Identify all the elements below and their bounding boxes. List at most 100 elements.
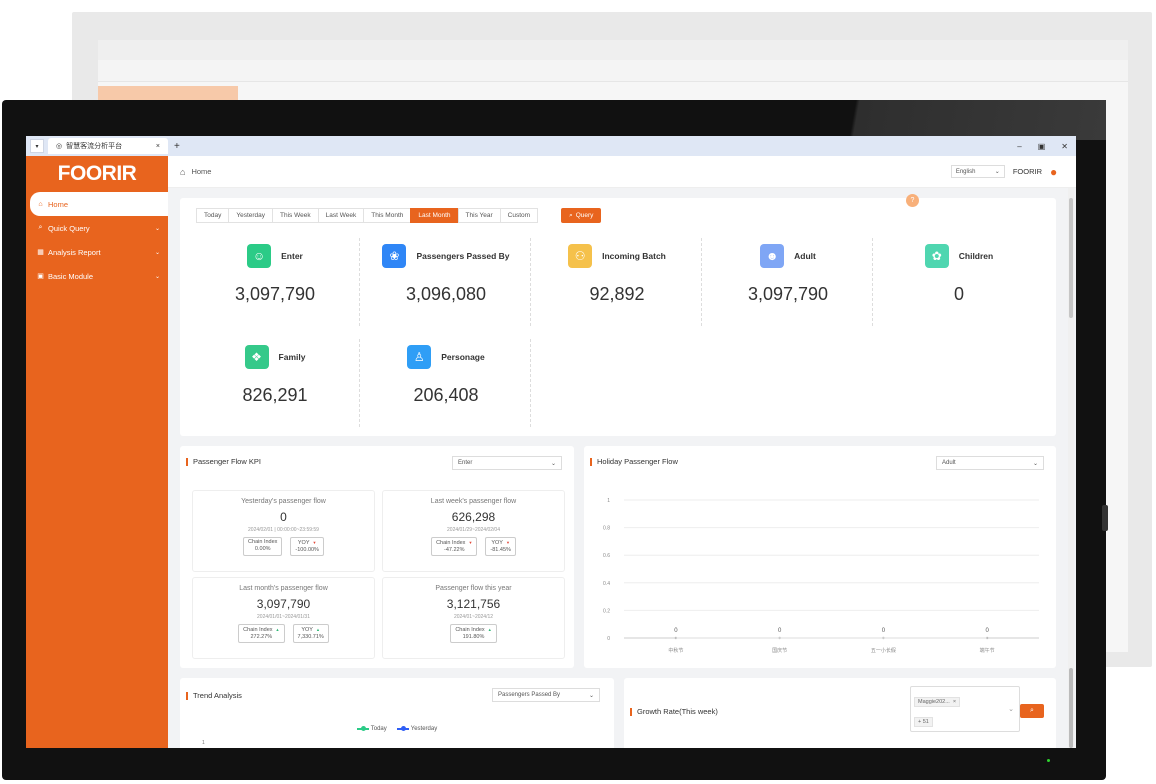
chevron-down-icon: ⌄ xyxy=(154,249,160,256)
data-label: 0 xyxy=(985,628,989,634)
selected-store-tag[interactable]: Maggie202... × xyxy=(914,697,961,707)
breadcrumb[interactable]: Home xyxy=(191,167,212,176)
y-tick-label: 0.8 xyxy=(603,526,610,532)
tab-list-dropdown[interactable]: ▾ xyxy=(30,139,44,153)
enter-icon: ☺ xyxy=(247,244,272,268)
stat-personage: ♙ Personage 206,408 xyxy=(361,337,531,427)
stat-divider xyxy=(701,238,702,326)
stat-head: ❀ Passengers Passed By xyxy=(361,244,531,268)
kpi-chip: YOY ▲ 7,330.71% xyxy=(292,624,329,643)
help-icon[interactable]: ? xyxy=(906,194,919,207)
arrow-down-icon: ▼ xyxy=(505,540,510,545)
kpi-chip-label-row: YOY ▲ xyxy=(298,626,324,634)
minimize-button[interactable]: – xyxy=(1017,141,1022,151)
x-tick-label: 中秋节 xyxy=(668,647,683,654)
stat-head: ⚇ Incoming Batch xyxy=(532,244,702,268)
close-window-button[interactable]: ✕ xyxy=(1061,141,1068,151)
filter-this-month[interactable]: This Month xyxy=(363,208,412,223)
filter-this-week[interactable]: This Week xyxy=(272,208,319,223)
page-scrollbar[interactable] xyxy=(1068,188,1074,748)
holiday-panel-title: Holiday Passenger Flow xyxy=(590,458,678,466)
kpi-chip: YOY ▼ -100.00% xyxy=(290,537,324,556)
stat-head: ☺ Enter xyxy=(190,244,360,268)
growth-panel-title: Growth Rate(This week) xyxy=(630,708,718,716)
sidebar-item-basic-module[interactable]: ▣ Basic Module ⌄ xyxy=(26,264,168,288)
filter-this-year[interactable]: This Year xyxy=(457,208,501,223)
kpi-chip-label: YOY xyxy=(297,540,310,546)
stat-label: Children xyxy=(958,251,994,261)
sidebar-item-quick-query[interactable]: ⌕ Quick Query ⌄ xyxy=(26,216,168,240)
kpi-chip-label: Chain Index xyxy=(436,540,466,546)
x-tick-label: 国庆节 xyxy=(772,647,787,654)
selected-store-tag[interactable]: + 51 xyxy=(914,717,933,727)
kpi-chip-label-row: YOY ▼ xyxy=(295,539,319,547)
trend-metric-select[interactable]: Passengers Passed By ⌄ xyxy=(492,688,600,702)
kpi-chips: Chain Index ▲ 272.27% YOY ▲ 7,330.71% xyxy=(193,624,374,643)
holiday-select-value: Adult xyxy=(942,460,956,466)
filter-custom[interactable]: Custom xyxy=(499,208,539,223)
screen: ▾ ◎ 智慧客流分析平台 × + – ▣ ✕ FOORIR ⌂ Home ⌕ Quic… xyxy=(26,136,1076,748)
home-icon[interactable]: ⌂ xyxy=(180,166,186,177)
kpi-chip-label: Chain Index xyxy=(243,627,273,633)
tag-label: Maggie202... xyxy=(918,699,950,705)
stat-head: ☻ Adult xyxy=(703,244,873,268)
language-select[interactable]: English ⌄ xyxy=(950,165,1005,178)
kpi-chip-label-row: Chain Index xyxy=(248,539,277,546)
legend-marker xyxy=(396,726,409,731)
filter-today[interactable]: Today xyxy=(196,208,230,223)
kpi-chips: Chain Index 0.00% YOY ▼ -100.00% xyxy=(193,537,374,556)
stat-passengers-passed-by: ❀ Passengers Passed By 3,096,080 xyxy=(361,236,531,326)
data-label: 0 xyxy=(778,628,782,634)
filter-yesterday[interactable]: Yesterday xyxy=(228,208,274,223)
y-tick-label: 0.6 xyxy=(603,553,610,559)
y-tick-label: 0 xyxy=(607,636,610,642)
kpi-chip: Chain Index ▲ 191.80% xyxy=(450,624,497,643)
user-avatar-icon[interactable]: ● xyxy=(1050,164,1058,179)
y-tick-label: 0.4 xyxy=(603,581,610,587)
kpi-chip-label: YOY xyxy=(491,540,503,546)
data-label: 0 xyxy=(674,628,678,634)
growth-search-button[interactable]: ⌕ xyxy=(1020,704,1044,718)
arrow-up-icon: ▲ xyxy=(487,627,492,632)
sidebar-item-analysis-report[interactable]: ▦ Analysis Report ⌄ xyxy=(26,240,168,264)
kpi-chips: Chain Index ▲ 191.80% xyxy=(383,624,564,643)
query-button[interactable]: ⌕ Query xyxy=(561,208,602,223)
kpi-chips: Chain Index ▼ -47.22% YOY ▼ -81.45% xyxy=(383,537,564,556)
kpi-chip-label-row: Chain Index ▼ xyxy=(436,539,472,547)
filter-last-week[interactable]: Last Week xyxy=(317,208,365,223)
arrow-down-icon: ▼ xyxy=(468,540,473,545)
kpi-chip-label-row: Chain Index ▲ xyxy=(243,626,279,634)
query-label: Query xyxy=(575,212,594,219)
legend-marker xyxy=(356,726,369,731)
close-icon[interactable]: × xyxy=(952,699,957,705)
filter-last-month[interactable]: Last Month xyxy=(410,208,459,223)
chart-icon: ▦ xyxy=(37,249,44,256)
kpi-metric-select[interactable]: Enter ⌄ xyxy=(452,456,562,470)
username[interactable]: FOORIR xyxy=(1012,167,1042,176)
top-bar: ⌂ Home English ⌄ FOORIR ● xyxy=(168,156,1076,188)
kpi-chip-label-row: Chain Index ▲ xyxy=(455,626,491,634)
kpi-card-date: 2024/02/01 | 00:00:00~23:59:59 xyxy=(248,527,319,533)
stat-head: ❖ Family xyxy=(190,345,360,369)
holiday-metric-select[interactable]: Adult ⌄ xyxy=(936,456,1044,470)
store-multi-select[interactable]: Maggie202... × + 51 ⌄ xyxy=(910,686,1020,732)
browser-tab[interactable]: ◎ 智慧客流分析平台 × xyxy=(48,138,168,154)
kpi-card: Last month's passenger flow 3,097,790 2024… xyxy=(192,577,375,659)
kpi-card: Yesterday's passenger flow 0 2024/02/01 | … xyxy=(192,490,375,572)
legend-item-today[interactable]: Today xyxy=(356,726,387,732)
batch-icon: ⚇ xyxy=(568,244,593,268)
kpi-chip-label: Chain Index xyxy=(248,539,278,545)
sidebar-item-home[interactable]: ⌂ Home xyxy=(30,192,168,216)
maximize-button[interactable]: ▣ xyxy=(1037,141,1046,151)
kpi-chip-value: 191.80% xyxy=(462,634,485,640)
kpi-card-value: 3,121,756 xyxy=(446,597,501,611)
new-tab-button[interactable]: + xyxy=(174,140,180,152)
stat-value: 92,892 xyxy=(589,284,645,304)
legend-label: Today xyxy=(370,726,387,732)
stat-value: 3,097,790 xyxy=(747,284,829,304)
legend-item-yesterday[interactable]: Yesterday xyxy=(396,726,437,732)
close-tab-icon[interactable]: × xyxy=(155,142,160,150)
stat-label: Passengers Passed By xyxy=(416,251,510,261)
stat-divider xyxy=(872,238,873,326)
